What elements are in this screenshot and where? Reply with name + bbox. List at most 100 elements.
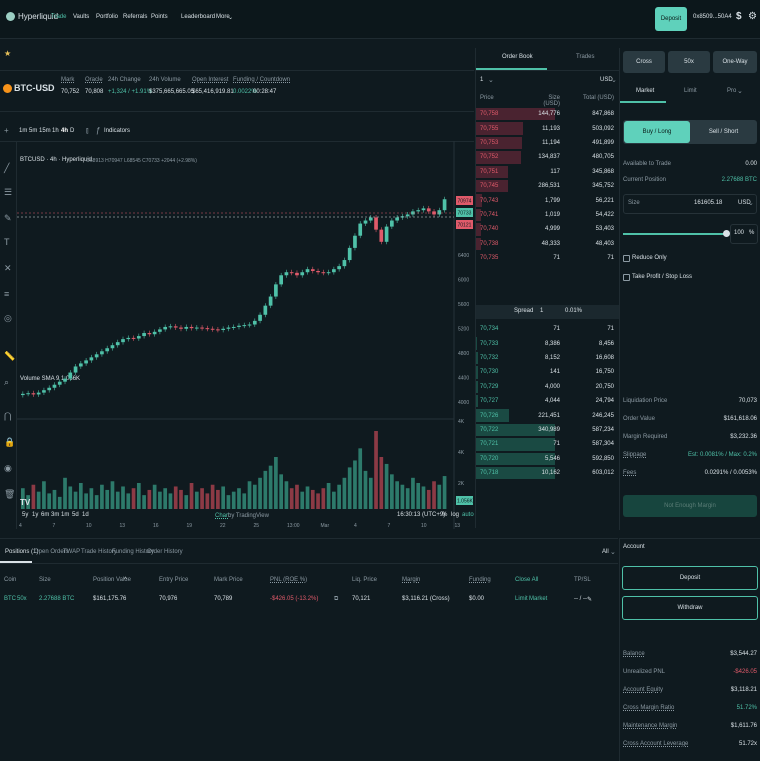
tab-order-book[interactable]: Order Book (502, 54, 533, 60)
size-slider[interactable] (623, 230, 730, 237)
nav-vaults[interactable]: Vaults (73, 14, 90, 20)
withdraw-button[interactable]: Withdraw (622, 596, 758, 620)
text-tool-icon[interactable]: T (4, 237, 10, 247)
range-1y[interactable]: 1y (32, 512, 39, 518)
interval-1m[interactable]: 1m (19, 128, 28, 134)
percent-toggle[interactable]: % (442, 512, 448, 518)
account-deposit-button[interactable]: Deposit (622, 566, 758, 590)
reduce-only-checkbox[interactable] (623, 255, 630, 262)
favorite-star-icon[interactable]: ★ (4, 49, 12, 58)
ask-row[interactable]: 70,735 71 71 (476, 251, 619, 265)
submit-order-button[interactable]: Not Enough Margin (623, 495, 757, 517)
indicators-icon[interactable]: ƒ (96, 126, 101, 135)
gear-icon[interactable]: ⚙ (748, 11, 757, 22)
brush-icon[interactable]: ✎ (4, 213, 12, 223)
price-chart[interactable]: 6400 6000 5600 5200 4800 4400 4000 70974 70733 70… (17, 141, 474, 529)
forecast-icon[interactable]: ≡ (4, 289, 10, 299)
sell-short-button[interactable]: Sell / Short (708, 129, 739, 135)
range-1d[interactable]: 1d (82, 512, 89, 518)
shapes-icon[interactable]: ◎ (4, 313, 12, 323)
interval-4h[interactable]: 4h (61, 128, 69, 134)
interval-15m[interactable]: 15m (39, 128, 51, 134)
size-unit[interactable]: USD (738, 200, 751, 206)
close-limit-button[interactable]: Limit (515, 596, 528, 602)
ask-row[interactable]: 70,755 11,193 503,092 (476, 121, 619, 135)
bid-row[interactable]: 70,726 221,451 246,245 (476, 408, 619, 422)
bid-row[interactable]: 70,733 8,386 8,456 (476, 336, 619, 350)
ask-row[interactable]: 70,758 144,776 847,868 (476, 107, 619, 121)
bid-row[interactable]: 70,729 4,000 20,750 (476, 380, 619, 394)
bid-row[interactable]: 70,721 71 587,304 (476, 437, 619, 451)
tab-open-orders[interactable]: Open Orders (34, 549, 69, 555)
slider-handle[interactable] (723, 230, 730, 237)
range-1m[interactable]: 1m (61, 512, 70, 518)
tab-positions[interactable]: Positions (1) (5, 549, 39, 555)
close-market-button[interactable]: Market (529, 596, 548, 602)
filter-select[interactable]: All (602, 549, 609, 555)
ask-row[interactable]: 70,751 117 345,868 (476, 165, 619, 179)
interval-d[interactable]: D (70, 128, 75, 134)
nav-points[interactable]: Points (151, 14, 168, 20)
bid-row[interactable]: 70,730 141 16,750 (476, 365, 619, 379)
range-5d[interactable]: 5d (72, 512, 79, 518)
range-5y[interactable]: 5y (22, 512, 29, 518)
magnet-icon[interactable]: ⋂ (4, 411, 12, 421)
ask-row[interactable]: 70,741 1,019 54,422 (476, 208, 619, 222)
lock-icon[interactable]: 🔒 (4, 437, 16, 447)
bid-row[interactable]: 70,720 5,546 592,850 (476, 452, 619, 466)
nav-portfolio[interactable]: Portfolio (96, 14, 119, 20)
nav-trade[interactable]: Trade (51, 14, 67, 20)
bid-row[interactable]: 70,718 10,162 603,012 (476, 466, 619, 480)
nav-more[interactable]: More (216, 14, 230, 20)
tab-twap[interactable]: TWAP (63, 549, 81, 555)
tp-sl-checkbox[interactable] (623, 274, 630, 281)
fib-icon[interactable]: ☰ (4, 187, 13, 197)
close-all-button[interactable]: Close All (515, 577, 539, 583)
interval-5m[interactable]: 5m (29, 128, 38, 134)
nav-leaderboard[interactable]: Leaderboard (181, 14, 216, 20)
crosshair-icon[interactable]: + (4, 126, 9, 135)
leverage-button[interactable]: 50x (668, 51, 710, 73)
ask-row[interactable]: 70,753 11,194 491,899 (476, 136, 619, 150)
nav-referrals[interactable]: Referrals (123, 14, 148, 20)
tab-limit[interactable]: Limit (684, 88, 697, 94)
candle-type-icon[interactable]: ⫾ (86, 126, 89, 135)
tab-trades[interactable]: Trades (576, 54, 595, 60)
bid-row[interactable]: 70,732 8,152 16,608 (476, 351, 619, 365)
margin-mode-button[interactable]: Cross (623, 51, 665, 73)
tab-market[interactable]: Market (636, 88, 655, 94)
chart-credit-link[interactable]: Chart (215, 513, 230, 519)
pattern-icon[interactable]: ✕ (4, 263, 12, 273)
bid-row[interactable]: 70,734 71 71 (476, 322, 619, 336)
position-coin[interactable]: BTC (4, 596, 16, 602)
indicators-button[interactable]: Indicators (104, 128, 131, 134)
tab-order-history[interactable]: Order History (147, 549, 183, 555)
range-6m[interactable]: 6m (41, 512, 50, 518)
tab-trade-history[interactable]: Trade History (81, 549, 117, 555)
ask-row[interactable]: 70,745 286,531 345,752 (476, 179, 619, 193)
eye-icon[interactable]: ◉ (4, 463, 12, 473)
col-position-value[interactable]: Position Value (93, 577, 131, 583)
trend-line-icon[interactable]: ╱ (4, 163, 10, 173)
brand-logo[interactable]: Hyperliquid (6, 12, 58, 21)
zoom-icon[interactable]: ⌕ (4, 377, 10, 387)
ask-row[interactable]: 70,743 1,799 56,221 (476, 193, 619, 207)
log-toggle[interactable]: log (451, 512, 460, 518)
share-icon[interactable]: ⧉ (334, 596, 339, 602)
auto-toggle[interactable]: auto (462, 512, 474, 518)
interval-1h[interactable]: 1h (52, 128, 59, 134)
wallet-address[interactable]: 0x8509...50A4 (693, 14, 732, 20)
ruler-icon[interactable]: 📏 (4, 351, 16, 361)
range-3m[interactable]: 3m (51, 512, 60, 518)
position-mode-button[interactable]: One-Way (713, 51, 757, 73)
deposit-button[interactable]: Deposit (655, 7, 687, 31)
bid-row[interactable]: 70,722 340,989 587,234 (476, 423, 619, 437)
currency-icon[interactable]: $ (736, 11, 742, 22)
slider-percent-input[interactable]: 100 % (730, 224, 758, 244)
market-symbol[interactable]: BTC-USD (14, 83, 55, 93)
tab-pro[interactable]: Pro (727, 88, 737, 94)
currency-select[interactable]: USD (600, 77, 613, 83)
buy-long-button[interactable]: Buy / Long (624, 121, 690, 143)
bid-row[interactable]: 70,727 4,044 24,794 (476, 394, 619, 408)
trash-icon[interactable]: 🗑 (4, 489, 16, 499)
